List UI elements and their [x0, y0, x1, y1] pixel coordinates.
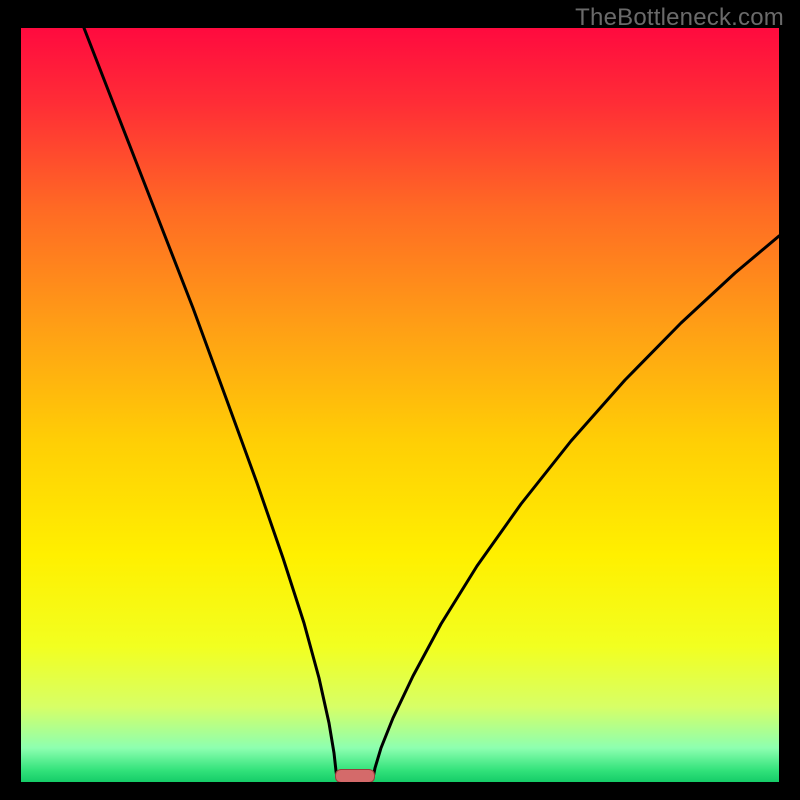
watermark-text: TheBottleneck.com — [575, 4, 784, 32]
plot-area — [21, 28, 779, 782]
right-curve — [373, 236, 779, 778]
left-curve — [84, 28, 337, 778]
bottom-marker — [335, 769, 375, 782]
outer-frame — [0, 0, 800, 800]
curve-layer — [21, 28, 779, 782]
